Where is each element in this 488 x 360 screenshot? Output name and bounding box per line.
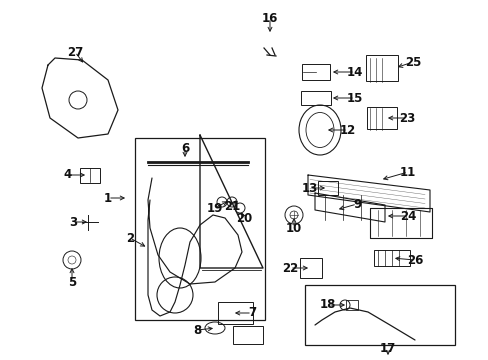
Text: 23: 23 — [398, 112, 414, 125]
Text: 5: 5 — [68, 275, 76, 288]
Text: 17: 17 — [379, 342, 395, 355]
Text: 20: 20 — [235, 211, 252, 225]
Bar — [217, 302, 252, 324]
Text: 22: 22 — [281, 261, 298, 274]
Bar — [232, 326, 263, 344]
Bar — [373, 250, 409, 266]
Text: 13: 13 — [301, 181, 318, 194]
Text: 21: 21 — [224, 199, 240, 212]
Text: 8: 8 — [192, 324, 201, 337]
Text: 3: 3 — [69, 216, 77, 229]
Text: 12: 12 — [339, 123, 355, 136]
Text: 19: 19 — [206, 202, 223, 215]
Bar — [305, 285, 454, 345]
Bar — [317, 181, 337, 195]
Text: 24: 24 — [399, 210, 415, 222]
Bar — [299, 258, 321, 278]
Bar — [365, 55, 397, 81]
Text: 4: 4 — [64, 168, 72, 181]
Bar — [346, 300, 357, 310]
Bar — [301, 91, 330, 105]
Bar — [135, 138, 264, 320]
Text: 18: 18 — [319, 298, 336, 311]
Text: 15: 15 — [346, 91, 363, 104]
Text: 1: 1 — [104, 192, 112, 204]
Text: 25: 25 — [404, 55, 420, 68]
Text: 16: 16 — [261, 12, 278, 24]
Bar — [366, 107, 396, 129]
Text: 11: 11 — [399, 166, 415, 179]
Text: 9: 9 — [352, 198, 360, 211]
Text: 10: 10 — [285, 221, 302, 234]
Text: 26: 26 — [406, 253, 422, 266]
Bar — [80, 167, 100, 183]
Text: 27: 27 — [67, 45, 83, 58]
Text: 6: 6 — [181, 141, 189, 154]
Text: 2: 2 — [126, 231, 134, 244]
Text: 7: 7 — [247, 306, 256, 320]
Bar — [302, 64, 329, 80]
Text: 14: 14 — [346, 66, 363, 78]
